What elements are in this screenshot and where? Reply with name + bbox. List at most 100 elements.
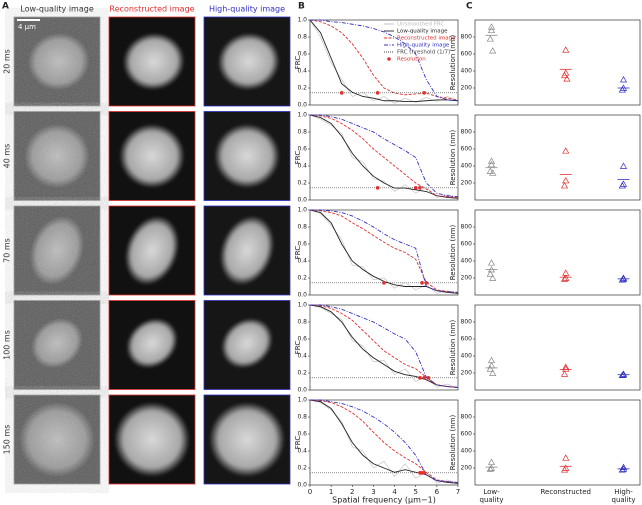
frc-line xyxy=(309,19,459,103)
resolution-point xyxy=(339,91,344,95)
micrograph xyxy=(108,16,196,107)
resolution-marker xyxy=(619,370,628,377)
resolution-marker xyxy=(562,176,570,184)
y-tick-label: 1.0 xyxy=(297,397,307,404)
resolution-point xyxy=(422,376,426,380)
resolution-point xyxy=(413,186,418,190)
y-tick-label: 600 xyxy=(461,51,473,58)
x-tick-label: Reconstructed xyxy=(541,488,591,496)
x-tick-label: 1 xyxy=(329,488,333,496)
y-axis-label: FRC xyxy=(294,246,302,260)
frc-line xyxy=(310,304,459,388)
y-tick-label: 200 xyxy=(461,85,473,92)
resolution-marker xyxy=(486,270,494,277)
nucleus xyxy=(124,215,180,286)
y-tick-label: 800 xyxy=(461,319,473,326)
resolution-marker xyxy=(487,23,496,30)
resolution-marker xyxy=(487,157,496,164)
plot-frame xyxy=(474,304,641,391)
x-tick-label: High-quality xyxy=(612,488,636,504)
resolution-marker xyxy=(486,35,494,42)
x-axis-label: Spatial frequency (μm−1) xyxy=(332,496,436,505)
panel-label: C xyxy=(466,2,473,12)
resolution-marker xyxy=(618,466,626,473)
row-label: 100 ms xyxy=(3,330,12,360)
resolution-marker xyxy=(560,370,569,377)
row-label: 70 ms xyxy=(3,238,12,263)
micrograph xyxy=(108,394,196,485)
frc-line xyxy=(310,19,459,102)
legend-label: Unsmoothed FRC xyxy=(397,22,444,28)
micrograph xyxy=(203,111,291,201)
resolution-marker xyxy=(560,466,569,473)
frc-line xyxy=(309,304,459,388)
y-tick-label: 0.8 xyxy=(297,34,307,41)
resolution-marker xyxy=(487,464,496,471)
resolution-marker xyxy=(486,465,494,472)
micrograph xyxy=(108,111,196,201)
legend-label: Low-quality image xyxy=(397,29,448,35)
y-tick-label: 200 xyxy=(461,180,473,187)
x-tick-label: 7 xyxy=(456,488,460,496)
frc-line xyxy=(309,209,459,294)
resolution-point xyxy=(375,186,380,190)
resolution-marker xyxy=(562,46,570,53)
y-tick-label: 0.0 xyxy=(297,292,307,299)
y-axis-label: Resolution (nm) xyxy=(449,319,457,375)
x-tick-label: Low-quality xyxy=(480,488,504,504)
plot-frame xyxy=(474,399,641,486)
micrograph xyxy=(203,205,291,296)
resolution-point xyxy=(424,281,429,285)
y-tick-label: 200 xyxy=(461,465,473,472)
row-label: 20 ms xyxy=(3,49,12,74)
nucleus xyxy=(214,123,280,189)
y-tick-label: 0.6 xyxy=(297,431,307,438)
label-line: Low- xyxy=(483,488,500,496)
y-tick-label: 0.6 xyxy=(297,336,307,343)
y-tick-label: 600 xyxy=(461,336,473,343)
micrograph xyxy=(13,111,101,201)
nucleus xyxy=(209,402,285,477)
y-tick-label: 0.2 xyxy=(297,370,307,377)
resolution-marker xyxy=(619,75,628,83)
nucleus xyxy=(219,215,275,286)
resolution-marker xyxy=(562,363,570,370)
x-tick-label: 3 xyxy=(371,488,375,496)
y-tick-label: 600 xyxy=(461,146,473,153)
y-axis-label: FRC xyxy=(294,341,302,355)
micrograph xyxy=(13,16,101,107)
y-tick-label: 0.2 xyxy=(297,180,307,187)
resolution-point xyxy=(422,91,426,95)
plot-frame xyxy=(309,209,459,296)
frc-line xyxy=(309,19,459,101)
x-tick-label: 4 xyxy=(392,488,397,496)
y-tick-label: 0.2 xyxy=(297,85,307,92)
y-tick-label: 400 xyxy=(461,68,473,75)
y-tick-label: 600 xyxy=(461,241,473,248)
row-label: 150 ms xyxy=(3,425,12,455)
frc-line xyxy=(310,399,459,483)
resolution-point xyxy=(418,376,422,380)
resolution-marker xyxy=(560,182,569,189)
y-tick-label: 0.6 xyxy=(297,241,307,248)
resolution-marker xyxy=(619,162,628,169)
column-header: Reconstructed image xyxy=(109,5,194,14)
resolution-marker xyxy=(489,47,497,54)
y-axis-label: FRC xyxy=(294,56,302,70)
frc-line xyxy=(309,399,459,483)
y-tick-label: 800 xyxy=(461,224,473,231)
plot-frame xyxy=(309,304,459,391)
y-axis-label: Resolution (nm) xyxy=(449,129,457,185)
image-noise xyxy=(14,206,100,295)
plot-frame xyxy=(474,19,641,106)
label-line: quality xyxy=(480,496,504,504)
y-tick-label: 400 xyxy=(461,258,473,265)
frc-line xyxy=(310,114,459,198)
y-tick-label: 1.0 xyxy=(297,207,307,214)
y-tick-label: 0.6 xyxy=(297,51,307,58)
micrograph xyxy=(13,394,101,485)
resolution-marker xyxy=(487,26,496,34)
resolution-marker xyxy=(489,169,497,176)
y-tick-label: 0.0 xyxy=(297,482,307,489)
legend-swatch xyxy=(387,57,391,61)
